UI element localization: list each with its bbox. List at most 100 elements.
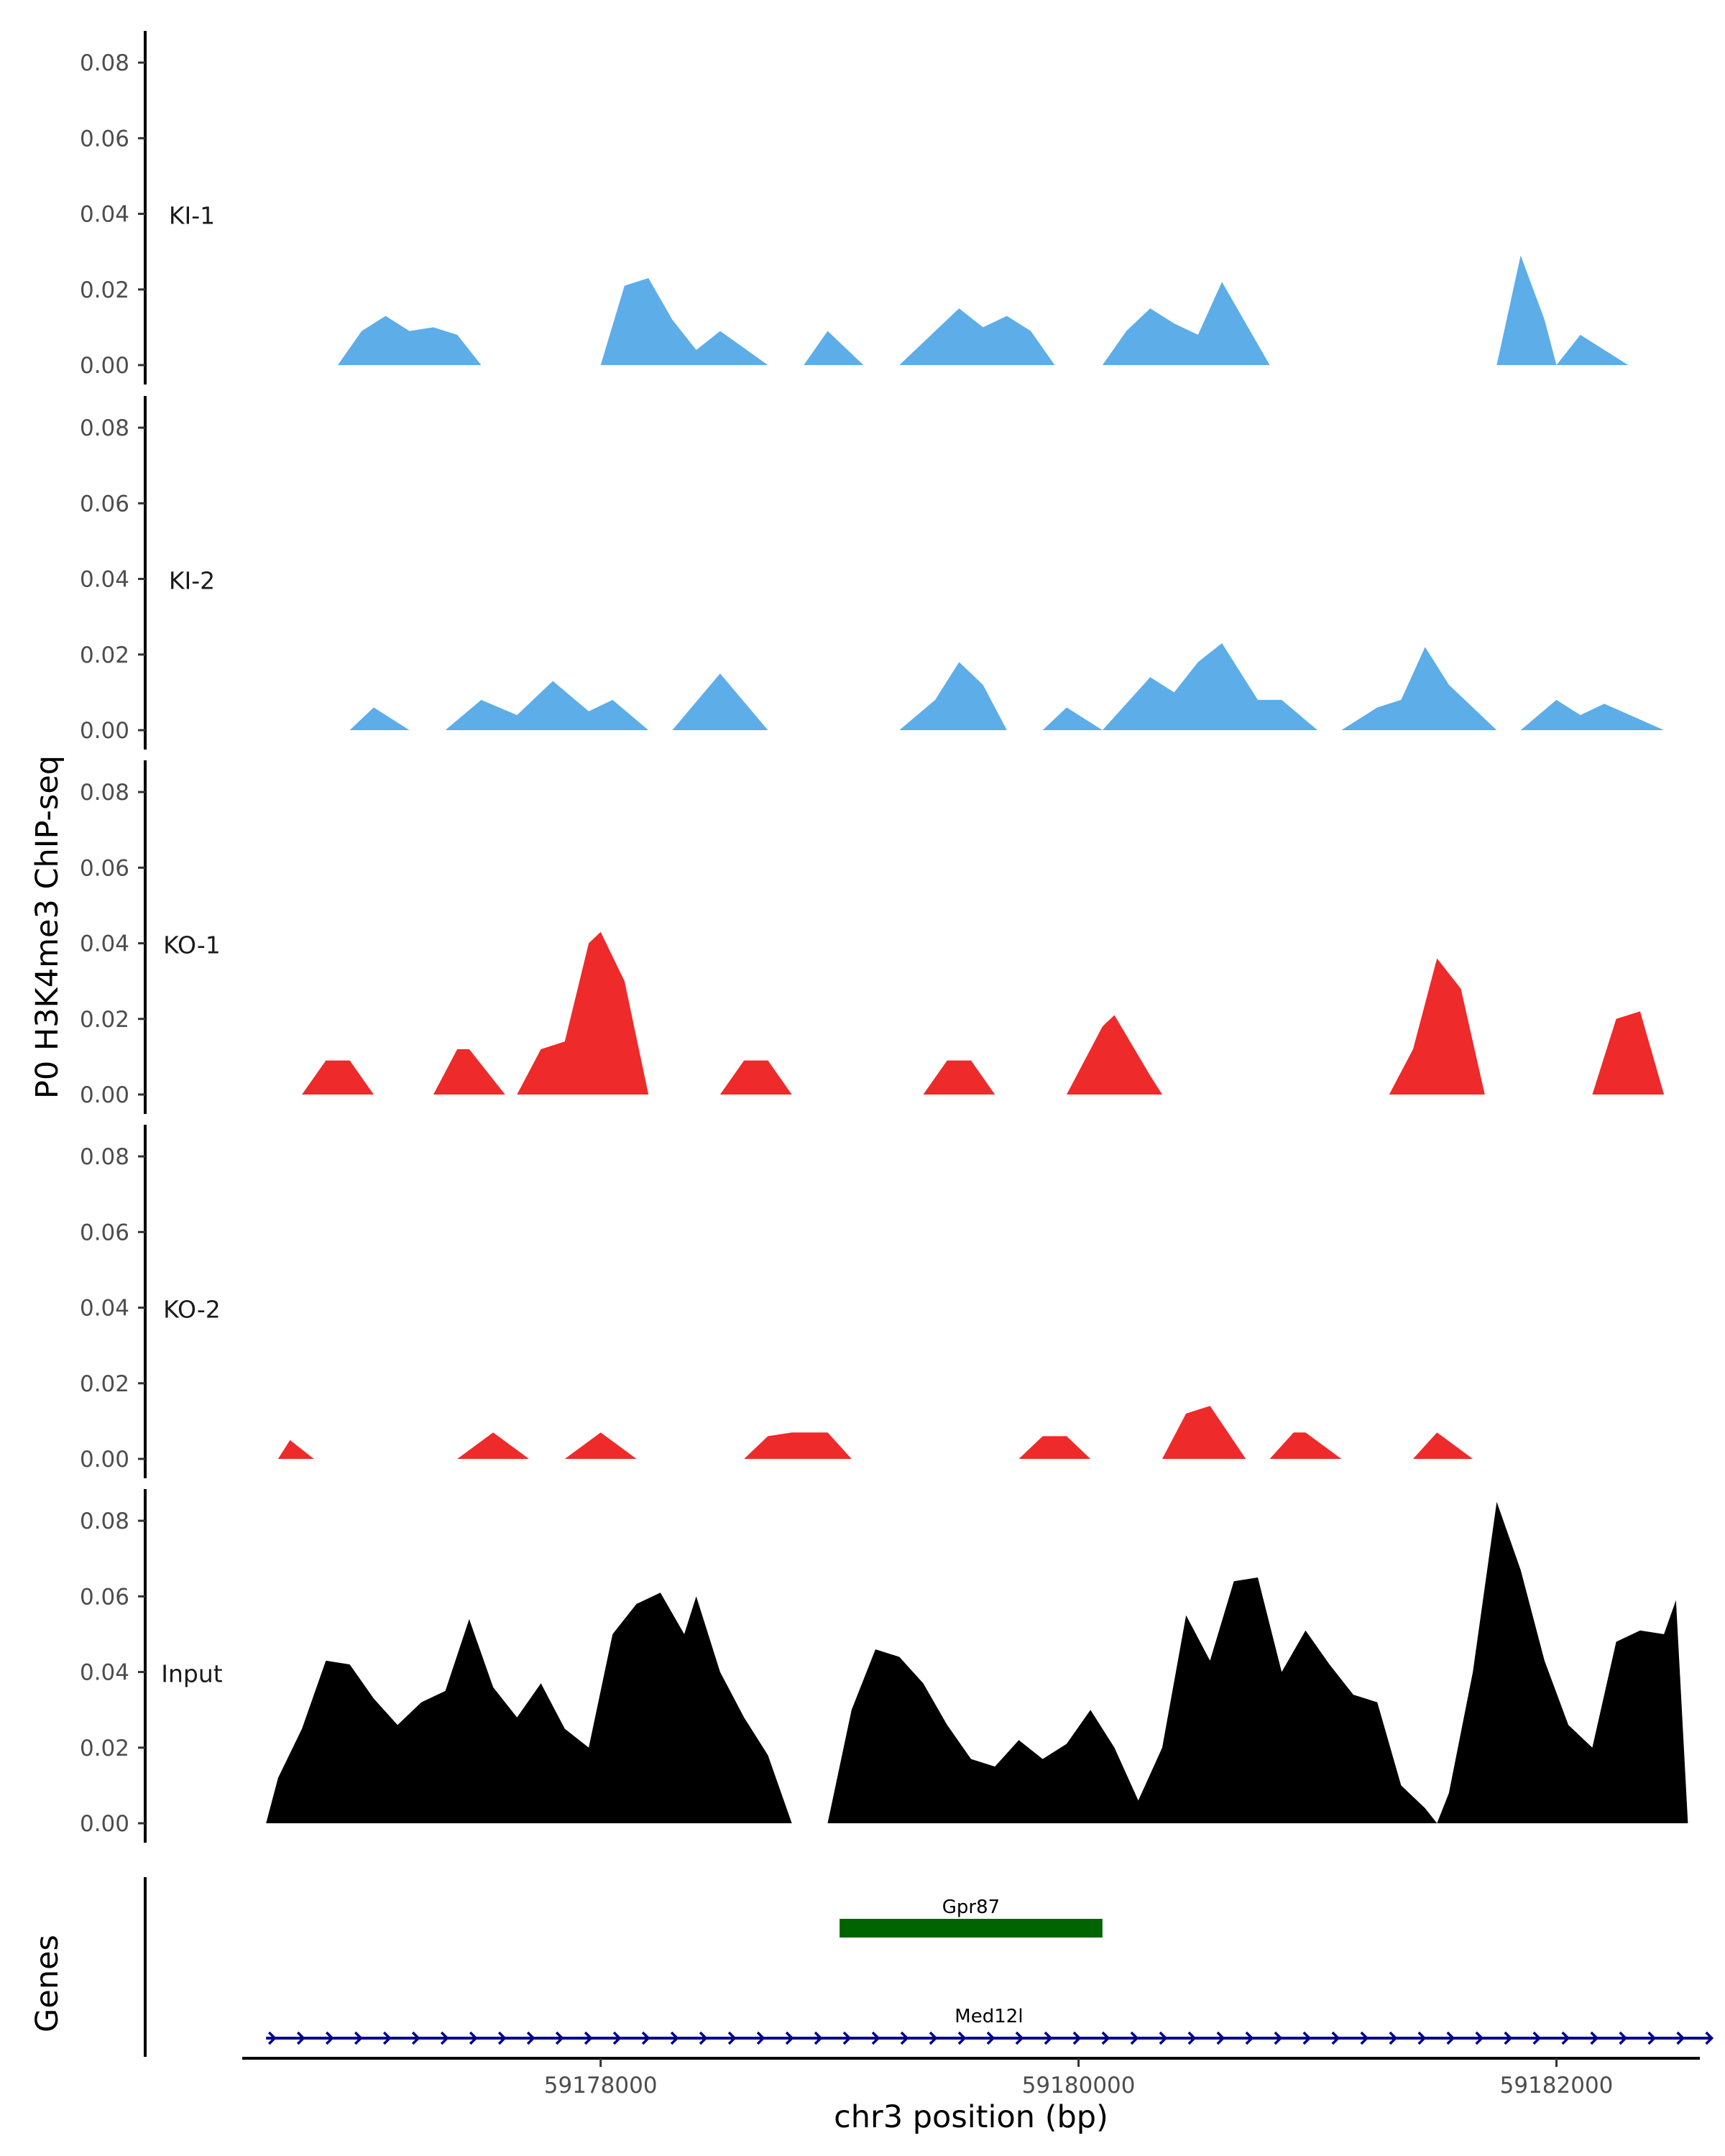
- track-ko-1: 0.00 0.02 0.04 0.06 0.08 KO-1: [80, 760, 1665, 1114]
- y-tick-label: 0.02: [80, 277, 129, 303]
- strand-arrow: [296, 2031, 305, 2045]
- track-label: KI-1: [169, 202, 215, 230]
- strand-arrow: [785, 2031, 794, 2045]
- strand-arrow: [1360, 2031, 1369, 2045]
- coverage-peak: [564, 1432, 637, 1459]
- track-ki-1: 0.00 0.02 0.04 0.06 0.08 KI-1: [80, 31, 1629, 384]
- coverage-peak: [827, 1501, 1688, 1823]
- coverage-peak: [1592, 1011, 1665, 1095]
- strand-arrow: [1676, 2031, 1685, 2045]
- y-tick-label: 0.04: [80, 202, 129, 228]
- strand-arrow: [1130, 2031, 1139, 2045]
- y-tick-label: 0.02: [80, 1007, 129, 1033]
- y-tick-label: 0.08: [80, 780, 129, 806]
- y-tick-label: 0.00: [80, 718, 129, 744]
- strand-arrow: [1446, 2031, 1455, 2045]
- x-tick-label: 59182000: [1500, 2073, 1614, 2099]
- track-input: 0.00 0.02 0.04 0.06 0.08 Input: [80, 1489, 1688, 1843]
- strand-arrow: [1044, 2031, 1053, 2045]
- coverage-peak: [899, 662, 1007, 730]
- strand-arrow: [1015, 2031, 1024, 2045]
- coverage-peak: [1067, 1015, 1162, 1095]
- coverage-peak: [1496, 255, 1629, 365]
- coverage-peak: [923, 1060, 995, 1095]
- y-tick-label: 0.02: [80, 1736, 129, 1761]
- strand-arrow: [268, 2031, 277, 2045]
- strand-arrow: [641, 2031, 650, 2045]
- y-tick-label: 0.02: [80, 642, 129, 668]
- y-tick-label: 0.00: [80, 353, 129, 379]
- track-label: KO-2: [163, 1296, 221, 1324]
- track-label: KI-2: [169, 567, 215, 595]
- coverage-peak: [302, 1060, 374, 1095]
- strand-arrow: [1216, 2031, 1225, 2045]
- coverage-peak: [1389, 958, 1485, 1095]
- strand-arrow: [727, 2031, 737, 2045]
- strand-arrow: [1245, 2031, 1254, 2045]
- strand-arrow: [929, 2031, 938, 2045]
- strand-arrow: [612, 2031, 622, 2045]
- track-label: Input: [161, 1660, 223, 1688]
- y-tick-label: 0.06: [80, 1584, 129, 1610]
- strand-arrow: [871, 2031, 880, 2045]
- y-tick-label: 0.08: [80, 1144, 129, 1170]
- gene-gpr87-label: Gpr87: [942, 1897, 1000, 1918]
- strand-arrow: [699, 2031, 708, 2045]
- strand-arrow: [900, 2031, 909, 2045]
- coverage-tracks: 0.00 0.02 0.04 0.06 0.08 KI-1 0.00 0.02 0.04 0.06…: [80, 31, 1688, 1843]
- strand-arrow: [469, 2031, 478, 2045]
- strand-arrow: [957, 2031, 967, 2045]
- strand-arrow: [1274, 2031, 1283, 2045]
- y-tick-label: 0.06: [80, 126, 129, 152]
- y-tick-label: 0.04: [80, 1296, 129, 1322]
- strand-arrow: [1475, 2031, 1484, 2045]
- genes-axis-title: Genes: [29, 1935, 65, 2032]
- y-axis-title: P0 H3K4me3 ChIP-seq: [29, 755, 65, 1099]
- strand-arrow: [411, 2031, 420, 2045]
- strand-arrow: [1590, 2031, 1599, 2045]
- strand-arrow: [1532, 2031, 1542, 2045]
- track-label: KO-1: [163, 931, 221, 959]
- strand-arrow: [382, 2031, 392, 2045]
- strand-arrow: [1504, 2031, 1513, 2045]
- strand-arrow: [555, 2031, 564, 2045]
- coverage-peak: [719, 1060, 792, 1095]
- y-tick-label: 0.04: [80, 1660, 129, 1686]
- y-tick-label: 0.04: [80, 567, 129, 593]
- coverage-peak: [744, 1432, 852, 1459]
- coverage-peak: [1102, 282, 1270, 365]
- x-axis-title: chr3 position (bp): [834, 2099, 1108, 2135]
- coverage-peak: [1341, 647, 1497, 730]
- gene-gpr87-block: [840, 1919, 1103, 1938]
- y-tick-label: 0.06: [80, 855, 129, 881]
- coverage-peak: [266, 1593, 792, 1823]
- coverage-peak: [600, 278, 768, 365]
- y-tick-label: 0.08: [80, 1508, 129, 1534]
- y-tick-label: 0.08: [80, 50, 129, 76]
- strand-arrow: [1187, 2031, 1197, 2045]
- strand-arrow: [1417, 2031, 1427, 2045]
- coverage-peak: [804, 331, 864, 365]
- y-tick-label: 0.00: [80, 1082, 129, 1108]
- gene-med12l-label: Med12l: [954, 2006, 1023, 2027]
- strand-arrow: [440, 2031, 449, 2045]
- strand-arrow: [1302, 2031, 1312, 2045]
- track-ko-2: 0.00 0.02 0.04 0.06 0.08 KO-2: [80, 1125, 1473, 1478]
- track-ki-2: 0.00 0.02 0.04 0.06 0.08 KI-2: [80, 396, 1665, 750]
- strand-arrow: [670, 2031, 679, 2045]
- strand-arrow: [526, 2031, 535, 2045]
- coverage-peak: [349, 707, 410, 730]
- coverage-peak: [1269, 1432, 1342, 1459]
- coverage-peak: [1162, 1406, 1246, 1459]
- coverage-peak: [1520, 699, 1665, 730]
- y-tick-label: 0.08: [80, 415, 129, 441]
- strand-arrow: [1561, 2031, 1570, 2045]
- x-tick-label: 59180000: [1022, 2073, 1136, 2099]
- coverage-peak: [445, 681, 649, 730]
- coverage-peak: [672, 673, 768, 730]
- strand-arrow: [354, 2031, 363, 2045]
- strand-arrow: [1331, 2031, 1340, 2045]
- coverage-peak: [457, 1432, 529, 1459]
- y-tick-label: 0.00: [80, 1811, 129, 1837]
